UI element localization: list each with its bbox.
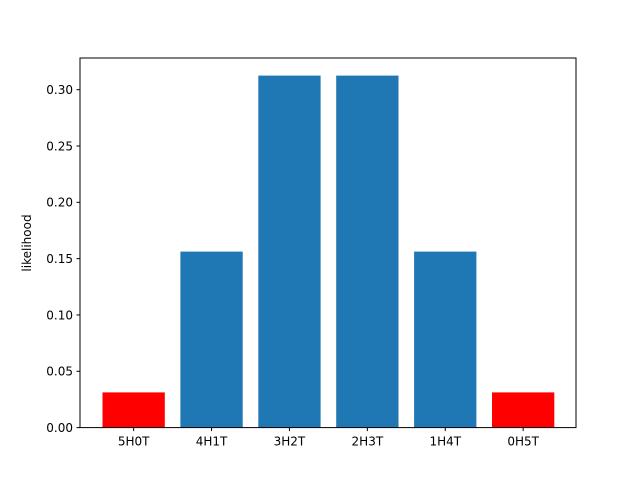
y-tick-label: 0.05 bbox=[46, 365, 73, 379]
x-tick-label: 2H3T bbox=[352, 435, 384, 449]
x-axis: 5H0T 4H1T 3H2T 2H3T 1H4T 0H5T bbox=[118, 427, 540, 449]
bar-4h1t bbox=[180, 251, 243, 428]
bar-2h3t bbox=[336, 75, 399, 428]
bars-group bbox=[102, 75, 555, 428]
y-tick-label: 0.30 bbox=[46, 83, 73, 97]
y-tick-label: 0.25 bbox=[46, 139, 73, 153]
bar-3h2t bbox=[258, 75, 321, 428]
x-tick-label: 5H0T bbox=[118, 435, 150, 449]
y-axis: 0.00 0.05 0.10 0.15 0.20 0.25 0.30 bbox=[46, 83, 80, 435]
y-tick-label: 0.15 bbox=[46, 252, 73, 266]
bar-1h4t bbox=[414, 251, 477, 428]
x-tick-label: 4H1T bbox=[196, 435, 228, 449]
plot-frame bbox=[79, 57, 577, 429]
x-tick-label: 0H5T bbox=[507, 435, 539, 449]
y-axis-label: likelihood bbox=[20, 214, 34, 271]
y-tick-label: 0.10 bbox=[46, 308, 73, 322]
y-tick-label: 0.00 bbox=[46, 421, 73, 435]
bar-5h0t bbox=[102, 392, 165, 428]
x-tick-label: 1H4T bbox=[429, 435, 461, 449]
bar-0h5t bbox=[492, 392, 555, 428]
x-tick-label: 3H2T bbox=[274, 435, 306, 449]
y-tick-label: 0.20 bbox=[46, 196, 73, 210]
